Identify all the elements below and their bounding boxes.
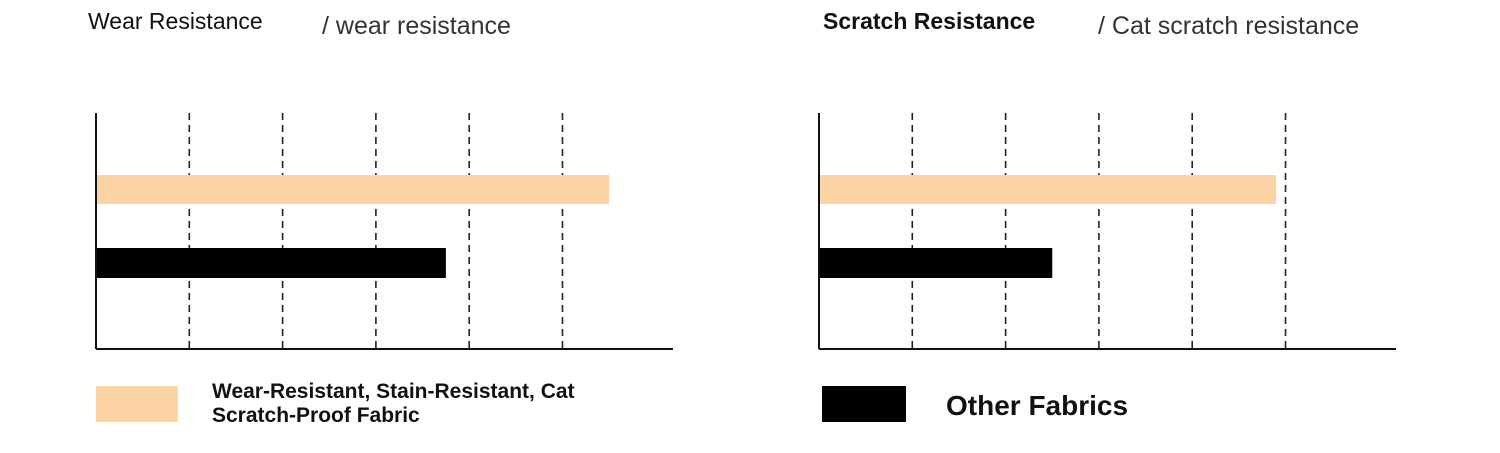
- legend-label-resistant-fabric: Wear-Resistant, Stain-Resistant, Cat Scr…: [212, 380, 575, 428]
- wear-chart-title: Wear Resistance: [88, 8, 263, 34]
- wear-bar-resistant-fabric: [96, 175, 610, 204]
- legend-label-line1: Wear-Resistant, Stain-Resistant, Cat: [212, 380, 575, 403]
- wear-bar-other-fabrics: [96, 248, 446, 278]
- wear-chart-subtitle: / wear resistance: [322, 12, 511, 40]
- scratch-chart-subtitle: / Cat scratch resistance: [1098, 12, 1360, 40]
- legend-swatch-resistant-fabric: [96, 386, 178, 422]
- legend-label-line2: Scratch-Proof Fabric: [212, 404, 420, 427]
- legend-swatch-other-fabrics: [822, 386, 906, 422]
- legend-label-other-fabrics: Other Fabrics: [946, 390, 1129, 421]
- scratch-chart-title: Scratch Resistance: [823, 8, 1036, 34]
- scratch-bar-other-fabrics: [819, 248, 1053, 278]
- scratch-bar-resistant-fabric: [819, 175, 1277, 204]
